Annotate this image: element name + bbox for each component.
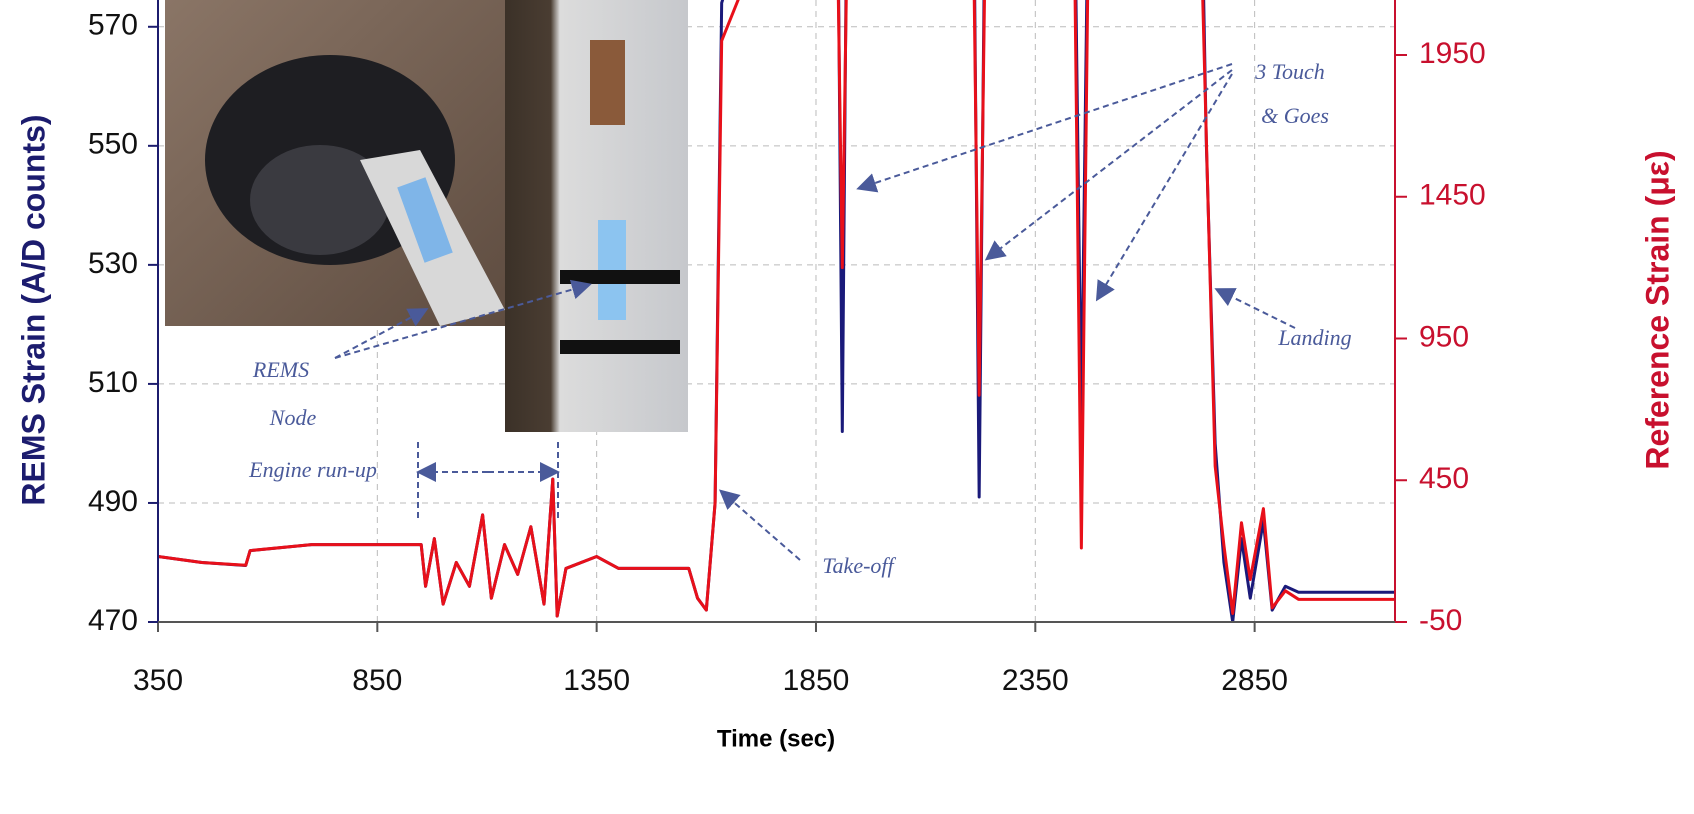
y-tick-label: 570 <box>88 9 138 42</box>
y2-tick-label: 1950 <box>1419 37 1486 70</box>
strap <box>560 340 680 354</box>
arrow <box>334 308 429 359</box>
strap <box>560 270 680 284</box>
arrow <box>856 63 1233 193</box>
annotation: Engine run-up <box>248 457 377 482</box>
photos <box>165 0 688 432</box>
x-axis-label: Time (sec) <box>717 725 835 752</box>
y2-tick-label: 950 <box>1419 320 1469 353</box>
x-tick-label: 1850 <box>783 664 850 697</box>
annotation: Node <box>269 405 317 430</box>
y2-tick-label: 1450 <box>1419 179 1486 212</box>
annotation: Take-off <box>822 553 896 578</box>
x-tick-label: 2850 <box>1221 664 1288 697</box>
arrow <box>1214 288 1296 329</box>
plot-area <box>158 0 1395 622</box>
arrow <box>718 489 801 561</box>
arrows <box>334 63 1296 561</box>
y2-axis-label: Reference Strain (με) <box>1639 150 1675 469</box>
node <box>397 177 453 263</box>
y-axis-label: REMS Strain (A/D counts) <box>15 114 51 505</box>
annotation: REMS <box>252 357 309 382</box>
arrow <box>334 279 592 359</box>
arrow <box>1095 73 1233 302</box>
y-tick-label: 530 <box>88 247 138 280</box>
x-tick-label: 850 <box>352 664 402 697</box>
y-tick-label: 470 <box>88 604 138 637</box>
y-tick-label: 490 <box>88 485 138 518</box>
hub <box>250 145 390 255</box>
y-tick-label: 510 <box>88 366 138 399</box>
y2-tick-label: -50 <box>1419 604 1462 637</box>
y-tick-label: 550 <box>88 128 138 161</box>
annotation: & Goes <box>1261 103 1329 128</box>
arrow <box>984 69 1233 261</box>
y2-tick-label: 450 <box>1419 462 1469 495</box>
gauge <box>590 40 625 125</box>
annotation: Landing <box>1277 325 1351 350</box>
annotation: 3 Touch <box>1254 59 1324 84</box>
x-tick-label: 1350 <box>563 664 630 697</box>
x-tick-label: 350 <box>133 664 183 697</box>
x-tick-label: 2350 <box>1002 664 1069 697</box>
series-line <box>158 0 1395 618</box>
